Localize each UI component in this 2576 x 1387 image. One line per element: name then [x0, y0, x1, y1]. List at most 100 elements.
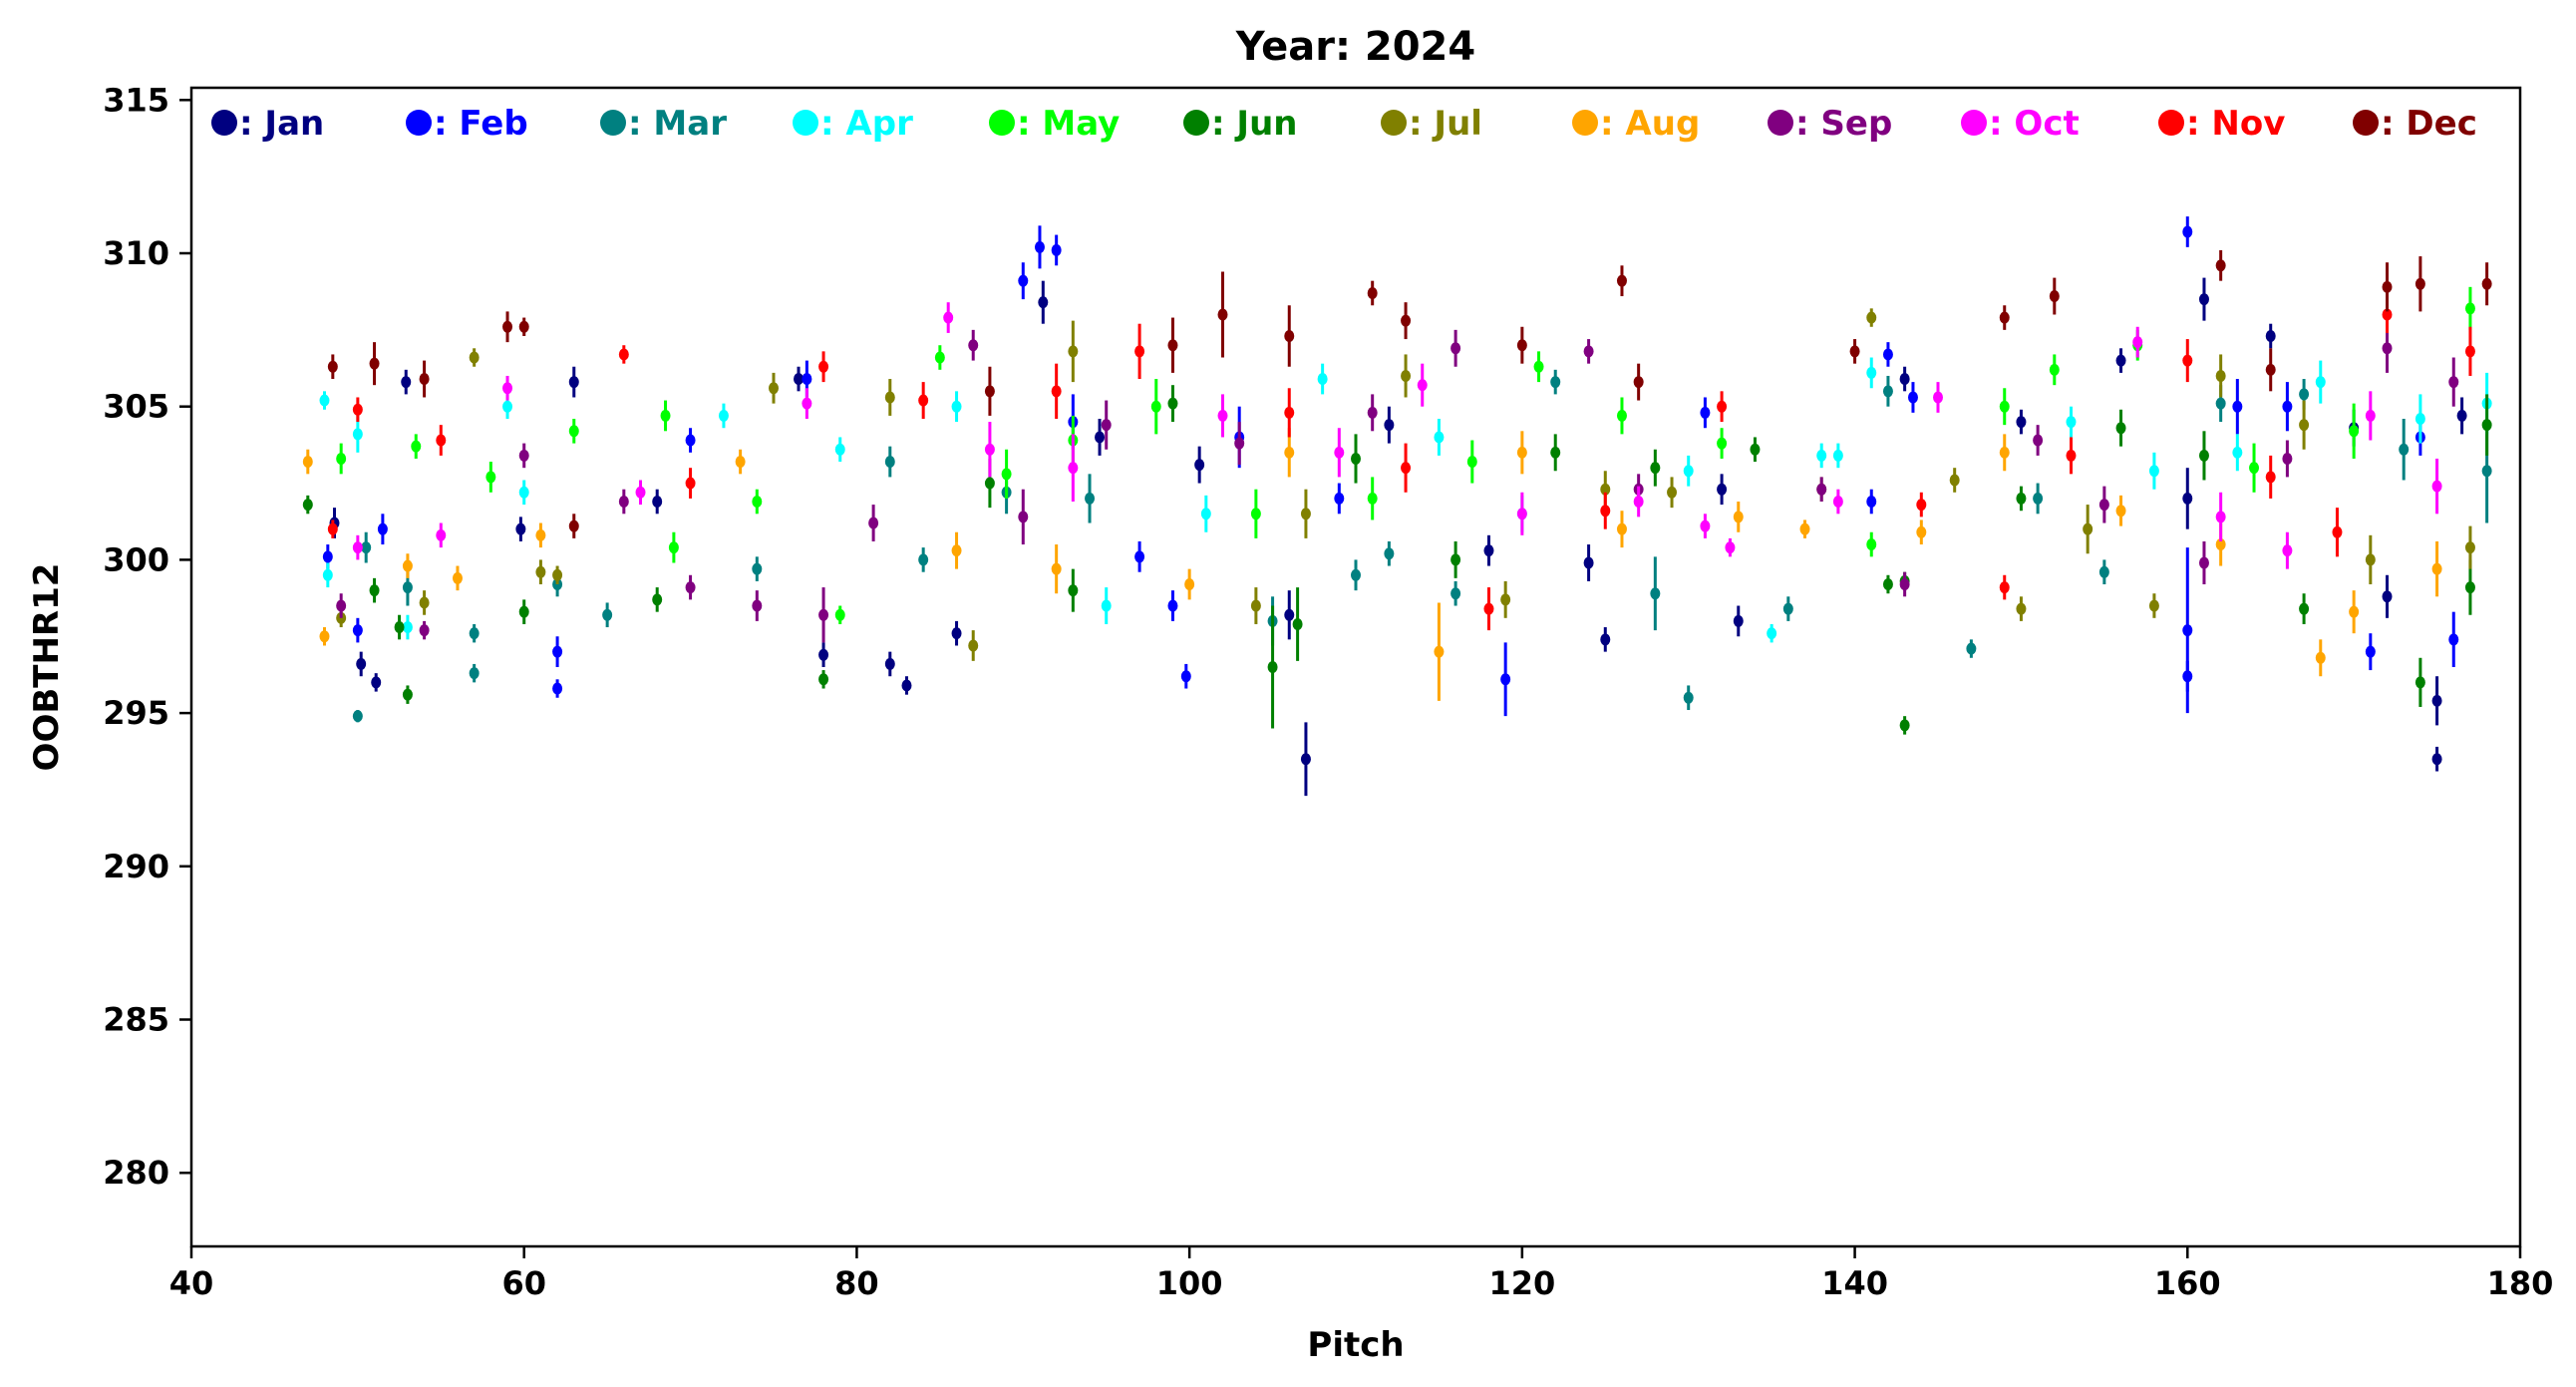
data-point	[1450, 587, 1461, 600]
series-mar	[352, 369, 2492, 723]
data-point	[1966, 642, 1977, 655]
data-point	[336, 599, 347, 612]
legend: : Jan: Feb: Mar: Apr: May: Jun: Jul: Aug…	[211, 104, 2477, 144]
data-point	[402, 621, 413, 634]
data-point	[2349, 605, 2360, 618]
data-point	[1250, 599, 1261, 612]
y-axis: 280 285 290 295 300 305 310 315	[103, 81, 191, 1192]
data-point	[1068, 584, 1079, 597]
data-point	[1600, 633, 1611, 646]
data-point	[1051, 243, 1062, 256]
data-point	[1717, 483, 1728, 496]
data-point	[1150, 400, 1161, 413]
data-point	[1882, 348, 1893, 361]
data-point	[2332, 525, 2343, 538]
data-point	[2182, 492, 2193, 505]
data-point	[834, 608, 845, 621]
data-point	[802, 373, 812, 386]
data-point	[2265, 471, 2276, 484]
data-point	[1401, 314, 1412, 327]
data-point	[918, 394, 929, 407]
data-point	[1284, 330, 1295, 342]
legend-label: : Feb	[434, 104, 528, 144]
data-point	[635, 486, 646, 499]
x-tick-label: 140	[1821, 1264, 1888, 1302]
data-point	[352, 624, 363, 637]
data-point	[1450, 553, 1461, 566]
data-point	[369, 357, 380, 370]
legend-item: : Sep	[1768, 104, 1892, 144]
data-point	[602, 608, 613, 621]
y-tick-label: 300	[103, 540, 169, 578]
data-point	[1300, 753, 1311, 766]
data-point	[1999, 400, 2010, 413]
data-point	[1767, 627, 1777, 640]
data-point	[1899, 373, 1910, 386]
y-tick-label: 310	[103, 234, 169, 272]
data-point	[2481, 465, 2492, 478]
legend-item: : Apr	[793, 104, 913, 144]
data-point	[327, 522, 338, 535]
data-point	[2115, 422, 2126, 435]
data-point	[884, 456, 895, 469]
y-tick-label: 285	[103, 1001, 169, 1039]
data-point	[2382, 280, 2393, 293]
data-point	[469, 627, 480, 640]
data-point	[2098, 499, 2109, 512]
data-point	[818, 608, 829, 621]
data-point	[2448, 633, 2459, 646]
x-tick-label: 160	[2154, 1264, 2221, 1302]
data-point	[1866, 311, 1877, 324]
data-point	[369, 584, 380, 597]
data-point	[2215, 538, 2226, 551]
data-point	[2182, 354, 2193, 367]
data-point	[319, 630, 330, 643]
data-point	[818, 648, 829, 661]
data-point	[1600, 505, 1611, 518]
data-point	[1367, 286, 1378, 299]
data-point	[1782, 602, 1793, 615]
legend-label: : Jul	[1409, 104, 1482, 144]
data-point	[518, 449, 529, 462]
series-dec	[327, 249, 2492, 538]
data-point	[1483, 544, 1494, 557]
data-point	[2431, 694, 2442, 707]
data-point	[371, 676, 382, 689]
data-point	[1683, 691, 1694, 704]
legend-marker	[1572, 110, 1598, 136]
data-point	[1816, 449, 1827, 462]
data-point	[660, 409, 671, 422]
data-point	[502, 400, 513, 413]
data-point	[2399, 443, 2410, 456]
data-point	[752, 599, 763, 612]
data-point	[2016, 416, 2027, 429]
data-point	[419, 596, 430, 609]
series-sep	[336, 323, 2459, 643]
legend-label: : Dec	[2381, 104, 2477, 144]
legend-label: : Mar	[628, 104, 727, 144]
data-point	[322, 568, 333, 581]
data-point	[802, 397, 812, 410]
data-point	[2215, 259, 2226, 272]
data-point	[884, 391, 895, 404]
data-point	[411, 440, 422, 453]
data-point	[1866, 496, 1877, 508]
data-point	[1683, 465, 1694, 478]
data-point	[2083, 522, 2093, 535]
data-point	[1866, 538, 1877, 551]
data-point	[2198, 556, 2209, 569]
data-point	[1667, 486, 1678, 499]
data-point	[568, 425, 579, 438]
data-point	[485, 471, 496, 484]
data-point	[2315, 376, 2326, 389]
legend-marker	[793, 110, 818, 136]
data-point	[834, 443, 845, 456]
data-point	[1038, 296, 1049, 309]
data-point	[2365, 553, 2376, 566]
data-point	[2481, 419, 2492, 432]
data-point	[1101, 419, 1112, 432]
data-point	[1167, 339, 1178, 352]
data-point	[794, 373, 805, 386]
data-point	[1750, 443, 1761, 456]
